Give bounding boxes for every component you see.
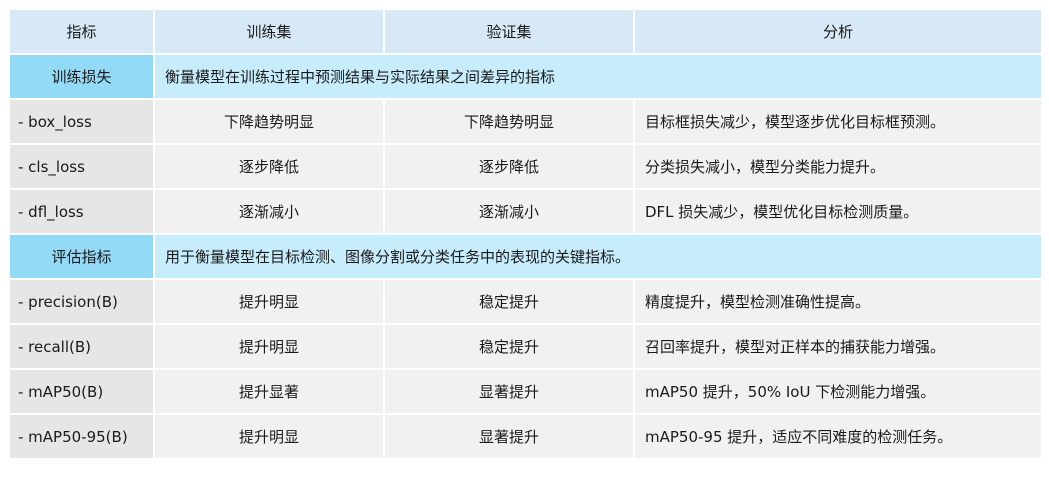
metric-name: - precision(B) xyxy=(8,278,155,325)
section-description: 用于衡量模型在目标检测、图像分割或分类任务中的表现的关键指标。 xyxy=(153,233,1043,280)
section-label: 评估指标 xyxy=(8,233,155,280)
analysis-text: mAP50 提升，50% IoU 下检测能力增强。 xyxy=(633,368,1043,415)
analysis-text: 分类损失减小，模型分类能力提升。 xyxy=(633,143,1043,190)
metric-name: - box_loss xyxy=(8,98,155,145)
val-trend: 显著提升 xyxy=(383,413,635,460)
table-row: - box_loss 下降趋势明显 下降趋势明显 目标框损失减少，模型逐步优化目标框预… xyxy=(8,98,1043,145)
metrics-table: 指标 训练集 验证集 分析 训练损失 衡量模型在训练过程中预测结果与实际结果之间差… xyxy=(8,8,1043,460)
analysis-text: mAP50-95 提升，适应不同难度的检测任务。 xyxy=(633,413,1043,460)
table-row: - mAP50(B) 提升显著 显著提升 mAP50 提升，50% IoU 下检测能力… xyxy=(8,368,1043,415)
train-trend: 提升显著 xyxy=(153,368,385,415)
val-trend: 下降趋势明显 xyxy=(383,98,635,145)
analysis-text: 精度提升，模型检测准确性提高。 xyxy=(633,278,1043,325)
val-trend: 显著提升 xyxy=(383,368,635,415)
section-row: 评估指标 用于衡量模型在目标检测、图像分割或分类任务中的表现的关键指标。 xyxy=(8,233,1043,280)
table-row: - dfl_loss 逐渐减小 逐渐减小 DFL 损失减少，模型优化目标检测质量。 xyxy=(8,188,1043,235)
val-trend: 逐渐减小 xyxy=(383,188,635,235)
analysis-text: DFL 损失减少，模型优化目标检测质量。 xyxy=(633,188,1043,235)
table-row: - cls_loss 逐步降低 逐步降低 分类损失减小，模型分类能力提升。 xyxy=(8,143,1043,190)
val-trend: 稳定提升 xyxy=(383,278,635,325)
train-trend: 提升明显 xyxy=(153,278,385,325)
section-label: 训练损失 xyxy=(8,53,155,100)
table-row: - precision(B) 提升明显 稳定提升 精度提升，模型检测准确性提高。 xyxy=(8,278,1043,325)
metric-name: - dfl_loss xyxy=(8,188,155,235)
val-trend: 逐步降低 xyxy=(383,143,635,190)
val-trend: 稳定提升 xyxy=(383,323,635,370)
table-row: - recall(B) 提升明显 稳定提升 召回率提升，模型对正样本的捕获能力增强。 xyxy=(8,323,1043,370)
train-trend: 下降趋势明显 xyxy=(153,98,385,145)
section-row: 训练损失 衡量模型在训练过程中预测结果与实际结果之间差异的指标 xyxy=(8,53,1043,100)
train-trend: 提升明显 xyxy=(153,413,385,460)
header-val: 验证集 xyxy=(383,8,635,55)
header-train: 训练集 xyxy=(153,8,385,55)
metric-name: - mAP50-95(B) xyxy=(8,413,155,460)
analysis-text: 目标框损失减少，模型逐步优化目标框预测。 xyxy=(633,98,1043,145)
header-analysis: 分析 xyxy=(633,8,1043,55)
metric-name: - cls_loss xyxy=(8,143,155,190)
section-description: 衡量模型在训练过程中预测结果与实际结果之间差异的指标 xyxy=(153,53,1043,100)
train-trend: 逐步降低 xyxy=(153,143,385,190)
metric-name: - recall(B) xyxy=(8,323,155,370)
train-trend: 逐渐减小 xyxy=(153,188,385,235)
header-metric: 指标 xyxy=(8,8,155,55)
train-trend: 提升明显 xyxy=(153,323,385,370)
header-row: 指标 训练集 验证集 分析 xyxy=(8,8,1043,55)
table-row: - mAP50-95(B) 提升明显 显著提升 mAP50-95 提升，适应不同难度的… xyxy=(8,413,1043,460)
analysis-text: 召回率提升，模型对正样本的捕获能力增强。 xyxy=(633,323,1043,370)
metric-name: - mAP50(B) xyxy=(8,368,155,415)
